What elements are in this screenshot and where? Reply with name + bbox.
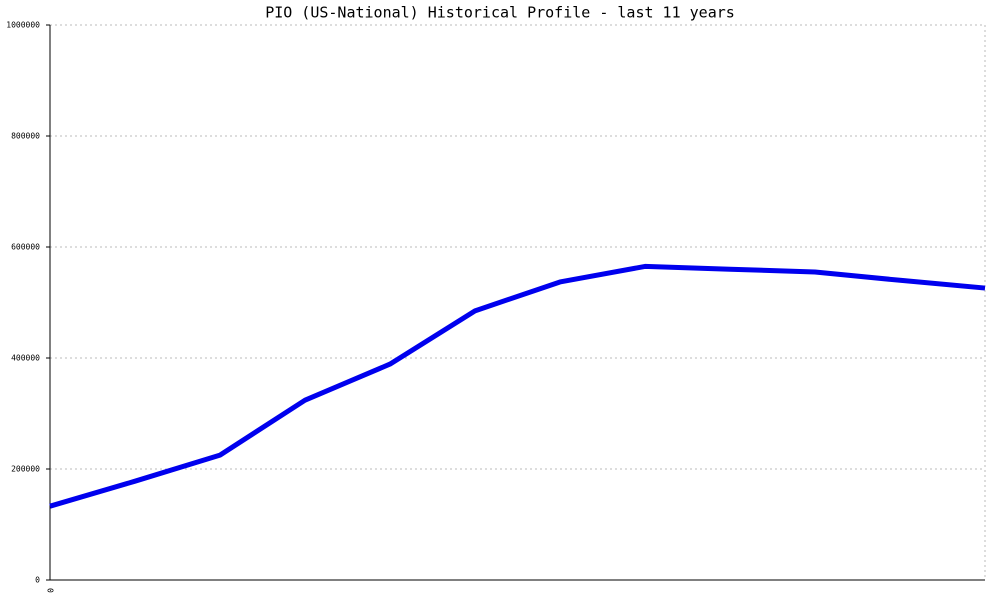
x-tick-label: 0 (46, 588, 55, 593)
y-tick-label: 1000000 (6, 21, 40, 30)
y-tick-label: 400000 (11, 354, 40, 363)
y-tick-label: 800000 (11, 132, 40, 141)
line (49, 263, 986, 509)
y-tick-label: 600000 (11, 243, 40, 252)
chart-title: PIO (US-National) Historical Profile - l… (265, 4, 735, 22)
y-tick-label: 200000 (11, 465, 40, 474)
y-tick-label: 0 (35, 576, 40, 585)
